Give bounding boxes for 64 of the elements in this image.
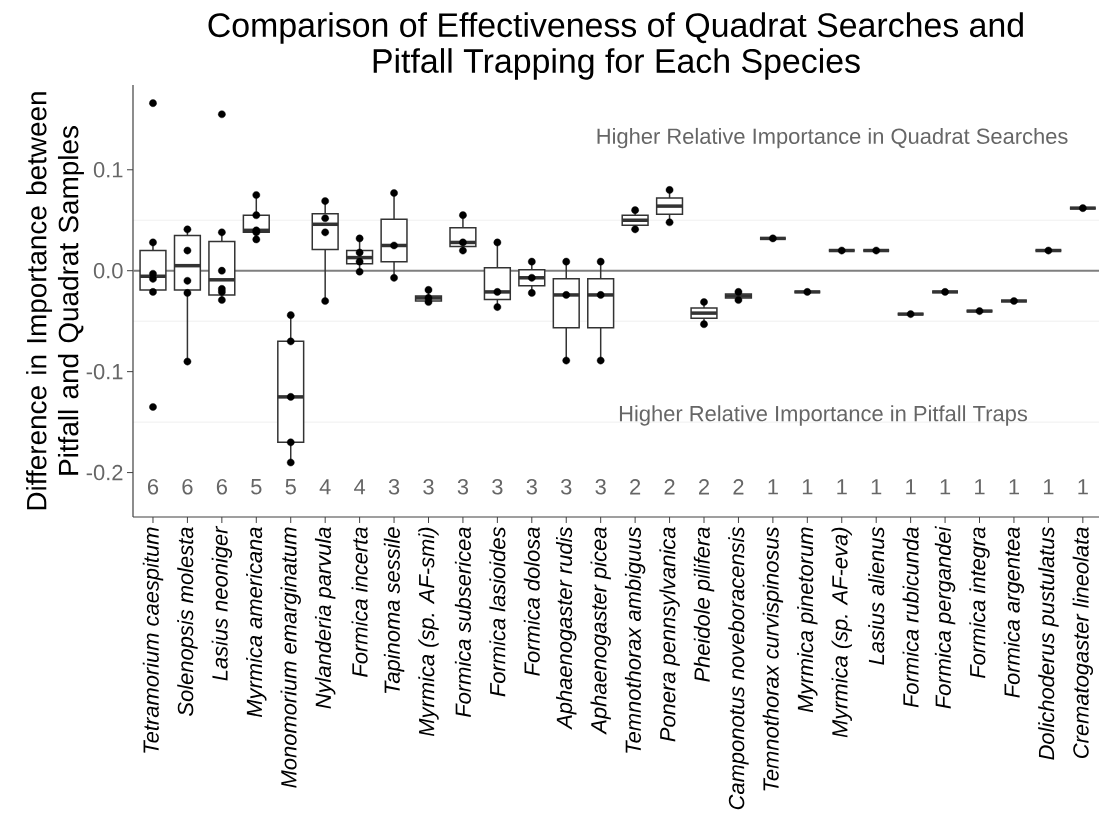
- annotation: 3: [595, 478, 606, 495]
- x-tick-label: Tetramorium caespitum: [142, 527, 164, 753]
- x-tick-label: Formica incerta: [351, 527, 368, 677]
- x-tick-label: Lasius alienus: [868, 527, 885, 665]
- x-tick-label: Lasius neoniger: [211, 525, 233, 681]
- x-tick-label: Formica pergandei: [934, 526, 956, 709]
- annotation: 1: [871, 479, 882, 495]
- y-tick-label: -0.1: [86, 363, 123, 380]
- annotation: 1: [837, 479, 847, 495]
- annotation: 2: [733, 479, 744, 495]
- annotation: 1: [1009, 479, 1019, 495]
- x-tick-label: Crematogaster lineolata: [1072, 527, 1094, 759]
- annotation: Higher Relative Importance in Quadrat Searches: [597, 127, 1068, 149]
- annotation: 5: [285, 479, 296, 495]
- annotation: 1: [906, 479, 916, 495]
- x-tick-label: Myrmica (sp. AF-smi): [418, 527, 439, 737]
- y-tick-label: 0.0: [93, 262, 123, 279]
- x-tick-label: Temnothorax ambiguus: [624, 527, 646, 753]
- chart-title: Comparison of Effectiveness of Quadrat Searches and Pitfall Trapping for Each Species: [208, 12, 1023, 80]
- annotation: 6: [182, 478, 193, 495]
- x-tick-label: Myrmica americana: [246, 527, 267, 718]
- annotation: 3: [560, 478, 572, 495]
- annotation: 6: [147, 478, 159, 495]
- annotation: 1: [1078, 479, 1088, 495]
- x-tick-label: Nylanderia parvula: [314, 527, 336, 709]
- x-tick-label: Formica dolosa: [523, 527, 540, 676]
- x-tick-label: Ponera pennsylvanica: [659, 527, 680, 742]
- x-tick-label: Aphaenogaster rudis: [556, 527, 577, 730]
- x-tick-label: Tapinoma sessile: [383, 527, 405, 694]
- x-tick-label: Aphaenogaster picea: [590, 527, 611, 735]
- annotation: 1: [768, 479, 778, 495]
- annotation: 1: [940, 479, 951, 495]
- x-tick-label: Dolichoderus pustulatus: [1038, 527, 1059, 760]
- y-tick-label: 0.1: [93, 162, 123, 178]
- x-tick-label: Monomorium emarginatum: [280, 527, 301, 788]
- x-tick-label: Formica subsericea: [454, 527, 471, 718]
- annotation: 5: [251, 479, 262, 495]
- annotation: 4: [319, 479, 331, 495]
- annotation: 4: [354, 479, 366, 495]
- annotation: 2: [664, 479, 675, 495]
- x-tick-label: Formica lasioides: [489, 527, 506, 697]
- x-tick-label: Solenopsis molesta: [177, 527, 198, 716]
- annotation: 3: [388, 478, 400, 495]
- annotation: 2: [699, 479, 709, 495]
- annotation: 1: [1043, 479, 1054, 495]
- x-tick-label: Myrmica (sp. AF-eva): [831, 527, 852, 738]
- annotation: 3: [457, 478, 469, 495]
- x-tick-label: Temnothorax curvispinosus: [762, 527, 784, 791]
- x-tick-label: Pheidole pilifera: [693, 527, 715, 682]
- annotation: 3: [526, 478, 537, 495]
- x-tick-label: Formica integra: [969, 527, 990, 679]
- x-tick-label: Camponotus noveboracensis: [728, 527, 749, 810]
- annotation: Higher Relative Importance in Pitfall Traps: [619, 405, 1028, 426]
- annotation: 6: [216, 478, 227, 495]
- x-tick-label: Formica rubicunda: [902, 527, 919, 708]
- x-tick-label: Formica argentea: [1003, 527, 1025, 698]
- annotation: 3: [492, 478, 503, 495]
- annotation: 1: [975, 479, 985, 495]
- y-axis-title: Difference in Importance between Pitfall and Quadrat Samples: [26, 92, 84, 510]
- annotation: 3: [423, 478, 434, 495]
- annotation: 2: [630, 479, 641, 495]
- annotation: 1: [802, 479, 813, 495]
- x-tick-label: Myrmica pinetorum: [797, 527, 818, 713]
- y-tick-label: -0.2: [86, 464, 123, 481]
